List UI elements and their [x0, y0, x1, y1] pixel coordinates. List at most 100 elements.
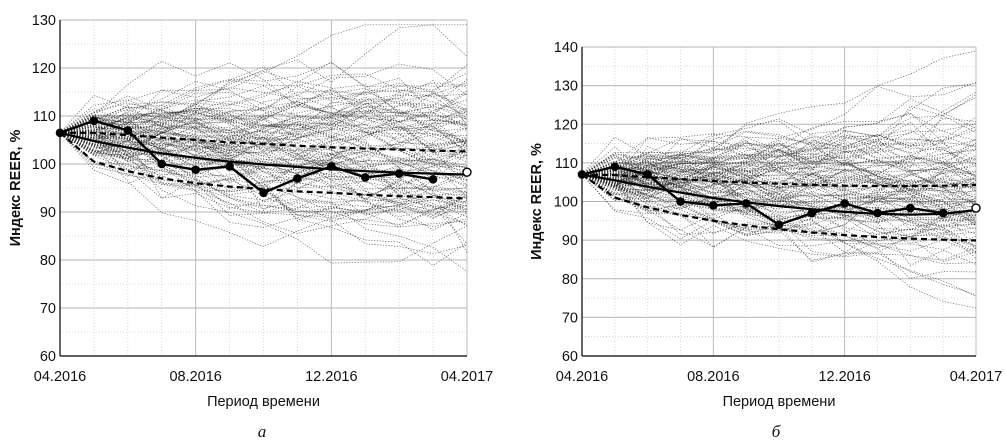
simulated-path: [581, 157, 977, 194]
simulated-path: [581, 96, 977, 176]
simulated-path: [59, 115, 468, 151]
series-line-lower-band: [581, 173, 977, 242]
simulated-path: [59, 132, 468, 195]
simulated-path: [59, 132, 468, 175]
panel-caption-a: а: [258, 422, 267, 441]
simulated-path: [581, 172, 977, 261]
simulated-path: [59, 89, 468, 177]
y-tick-label: 110: [33, 109, 56, 125]
simulated-path: [581, 171, 977, 205]
x-tick-label: 12.2016: [818, 369, 870, 385]
data-point-actual: [906, 203, 915, 213]
simulated-path: [59, 132, 468, 248]
simulated-path: [581, 171, 977, 235]
simulated-path: [59, 132, 468, 228]
simulated-path: [581, 174, 977, 309]
simulated-path: [581, 174, 977, 214]
simulated-path: [582, 156, 977, 186]
data-point-actual: [428, 175, 438, 184]
simulated-path: [59, 127, 468, 177]
x-axis-title: Период времени: [723, 394, 836, 410]
simulated-path: [581, 161, 977, 246]
chart-panel-a: 60 70 80 90 100 110 120 130 04.2016 08.2016 12.201…: [8, 13, 493, 410]
simulated-path: [59, 132, 468, 184]
simulated-path: [581, 164, 977, 223]
simulated-path: [59, 117, 468, 217]
simulated-path: [581, 168, 977, 266]
simulated-path: [59, 92, 468, 137]
simulated-path: [581, 174, 977, 265]
simulated-path: [581, 174, 977, 224]
simulated-path: [59, 101, 468, 155]
data-point-actual: [774, 220, 784, 229]
simulated-path: [59, 132, 468, 190]
simulated-path: [59, 112, 468, 168]
simulated-path: [59, 24, 467, 138]
simulated-path: [581, 121, 977, 175]
simulated-path: [581, 113, 977, 175]
simulated-path: [581, 166, 977, 205]
simulated-path: [581, 160, 977, 215]
series-line-mean: [59, 131, 468, 176]
y-tick-label: 120: [32, 61, 56, 77]
simulated-path: [581, 173, 977, 212]
simulated-path: [581, 168, 977, 221]
data-point-actual: [123, 126, 133, 135]
simulated-path: [581, 169, 977, 227]
panel-caption-b: б: [772, 422, 781, 441]
simulated-path: [59, 132, 468, 184]
data-point-actual: [293, 174, 302, 183]
data-point-actual: [840, 199, 849, 208]
x-tick-label: 04.2016: [34, 369, 86, 385]
series-line-lower-band: [59, 131, 468, 200]
series-line-upper-band: [581, 173, 977, 188]
simulated-path: [581, 174, 977, 296]
simulated-path: [59, 73, 468, 136]
forecast-end-marker: [971, 203, 981, 213]
data-point-actual: [157, 159, 167, 169]
simulated-path: [59, 132, 468, 255]
simulated-path: [59, 61, 468, 141]
x-tick-label: 08.2016: [687, 369, 739, 385]
y-tick-label: 110: [555, 156, 578, 172]
simulated-path: [581, 112, 977, 188]
simulated-path: [59, 111, 468, 150]
data-point-actual: [191, 165, 200, 175]
simulated-path: [581, 163, 977, 190]
x-tick-label: 04.2017: [441, 369, 493, 385]
simulated-path: [581, 94, 977, 195]
simulated-path: [59, 132, 468, 231]
simulated-path: [59, 132, 468, 200]
simulated-path: [581, 98, 977, 180]
simulated-path: [581, 142, 977, 204]
simulated-path: [59, 119, 468, 193]
simulated-path: [581, 138, 977, 230]
simulated-path: [59, 63, 468, 137]
y-axis-title: Индекс REER, %: [8, 129, 24, 246]
y-tick-label: 80: [40, 253, 56, 269]
y-tick-label: 130: [554, 79, 578, 95]
simulated-path: [59, 132, 468, 199]
simulated-path: [581, 152, 977, 227]
y-tick-label: 120: [554, 117, 578, 133]
series-line-actual: [59, 119, 434, 195]
simulated-path: [59, 120, 468, 188]
simulated-path: [59, 125, 468, 180]
simulated-paths: [59, 24, 468, 272]
simulated-path: [581, 174, 977, 212]
simulated-path: [581, 165, 977, 234]
simulated-path: [59, 82, 468, 163]
data-point-actual: [807, 208, 817, 218]
simulated-path: [59, 60, 468, 134]
simulated-path: [581, 159, 977, 226]
data-point-actual: [360, 173, 370, 182]
simulated-path: [581, 174, 977, 259]
simulated-path: [581, 137, 977, 200]
simulated-path: [59, 132, 468, 211]
y-tick-label: 130: [32, 13, 56, 29]
forecast-end-marker: [462, 167, 472, 177]
simulated-path: [59, 132, 468, 225]
simulated-path: [59, 131, 468, 201]
data-point-actual: [610, 162, 620, 172]
